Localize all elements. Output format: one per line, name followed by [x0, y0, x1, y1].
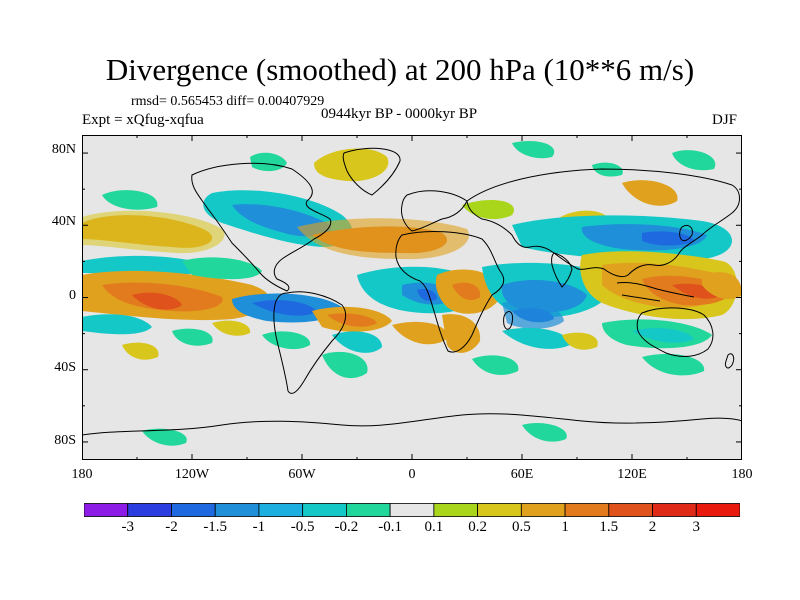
coast-asia	[466, 168, 740, 278]
lon-label-60w: 60W	[288, 467, 316, 482]
season-label: DJF	[712, 112, 738, 128]
lat-label-80n: 80N	[51, 142, 76, 157]
lat-label-40s: 40S	[54, 360, 76, 375]
divergence-map	[82, 135, 742, 460]
divergence-field	[82, 140, 742, 446]
lon-label-120w: 120W	[174, 467, 210, 482]
lat-label-80s: 80S	[54, 433, 76, 448]
field-blob	[512, 140, 555, 159]
coast-north-america	[191, 162, 332, 292]
colorbar-label: -0.1	[378, 519, 402, 535]
plot-title: Divergence (smoothed) at 200 hPa (10**6 …	[105, 52, 695, 87]
field-blob	[132, 292, 182, 310]
colorbar-label: -3	[121, 519, 134, 535]
coastlines	[82, 147, 742, 436]
coast-europe	[401, 190, 468, 232]
colorbar-swatch	[345, 503, 391, 517]
field-blob	[332, 331, 382, 353]
experiment-label: Expt = xQfug-xqfua	[82, 112, 204, 128]
colorbar-swatch	[389, 503, 435, 517]
colorbar-swatch	[214, 503, 260, 517]
colorbar-swatch	[171, 503, 216, 517]
lat-label-40n: 40N	[51, 214, 76, 229]
field-blob	[250, 152, 287, 172]
colorbar-swatch	[127, 503, 172, 517]
colorbar-swatch	[84, 503, 129, 517]
field-blob	[142, 428, 187, 446]
field-blob	[314, 148, 389, 182]
coast-indonesia	[616, 282, 695, 302]
field-blob	[442, 314, 481, 353]
coast-africa	[395, 231, 505, 353]
colorbar-swatch	[608, 503, 653, 517]
colorbar-label: 0.5	[511, 519, 531, 535]
colorbar-label: -0.2	[334, 519, 359, 535]
colorbar-swatch	[695, 503, 740, 517]
field-blob	[592, 162, 623, 177]
period-label: 0944kyr BP - 0000kyr BP	[321, 106, 478, 122]
colorbar	[84, 503, 740, 517]
field-blob	[82, 314, 152, 335]
field-blob	[392, 321, 448, 345]
coast-south-america	[273, 291, 347, 394]
field-blob	[472, 355, 519, 375]
coast-madagascar	[503, 310, 513, 330]
coast-australia	[636, 307, 714, 357]
colorbar-swatch	[433, 503, 478, 517]
lon-label-180w: 180	[71, 467, 93, 482]
colorbar-label: 0.1	[424, 519, 444, 535]
colorbar-label: -2	[165, 519, 178, 535]
field-blob	[632, 328, 694, 343]
field-blob	[102, 190, 158, 210]
field-blob	[82, 255, 204, 276]
colorbar-label: 1	[561, 519, 569, 535]
colorbar-swatch	[258, 503, 304, 517]
colorbar-label: 1.5	[599, 519, 619, 535]
colorbar-label: -1	[252, 519, 266, 535]
field-blob	[702, 272, 742, 300]
rmsd-diff-stats: rmsd= 0.565453 diff= 0.00407929	[131, 94, 325, 109]
field-blob	[122, 342, 159, 360]
colorbar-label: 3	[692, 519, 701, 535]
colorbar-swatch	[652, 503, 697, 517]
colorbar-label: -0.5	[290, 519, 315, 535]
field-blob	[452, 282, 481, 301]
field-blob	[327, 313, 377, 327]
colorbar-swatch	[302, 503, 347, 517]
lat-label-eq: 0	[69, 288, 76, 303]
field-blob	[297, 218, 469, 260]
field-blob	[322, 351, 368, 379]
colorbar-label: 2	[648, 519, 657, 535]
field-blob	[522, 422, 567, 442]
field-blob	[82, 210, 225, 254]
field-blob	[672, 150, 716, 171]
colorbar-label: -1.5	[203, 519, 228, 535]
colorbar-swatch	[477, 503, 522, 517]
coast-japan	[679, 224, 693, 242]
colorbar-swatch	[520, 503, 566, 517]
lon-label-0: 0	[408, 467, 416, 482]
coast-greenland	[342, 147, 401, 196]
field-blob	[417, 289, 437, 301]
coast-antarctica	[82, 413, 742, 436]
field-blob	[562, 332, 598, 350]
coast-india	[551, 252, 573, 288]
field-blob	[252, 300, 317, 316]
field-blob	[182, 257, 262, 280]
field-blob	[172, 328, 213, 346]
lon-label-60e: 60E	[510, 467, 534, 482]
map-frame	[82, 135, 742, 460]
field-blob	[642, 231, 694, 246]
field-blob	[502, 327, 571, 349]
lon-label-120e: 120E	[617, 467, 647, 482]
field-blob	[212, 320, 251, 336]
field-blob	[262, 331, 311, 350]
field-blob	[622, 180, 678, 206]
colorbar-swatch	[564, 503, 610, 517]
colorbar-label: 0.2	[468, 519, 487, 535]
coast-new-zealand	[725, 353, 735, 369]
lon-label-180e: 180	[731, 467, 753, 482]
field-blob	[502, 301, 564, 329]
field-blob	[642, 353, 705, 376]
